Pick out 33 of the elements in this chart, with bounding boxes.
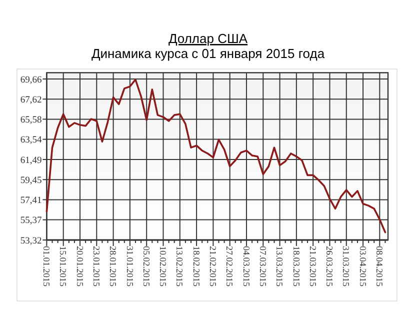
x-tick-label: 08.04.2015 — [374, 246, 385, 287]
x-tick-label: 13.03.2015 — [274, 246, 285, 287]
x-tick-label: 21.02.2015 — [208, 246, 218, 287]
line-series — [46, 78, 386, 234]
x-tick-label: 05.02.2015 — [141, 246, 152, 287]
x-tick-label: 04.03.2015 — [241, 246, 252, 287]
chart-title: Доллар США — [168, 31, 248, 46]
x-tick-label: 03.04.2015 — [358, 246, 368, 287]
x-tick-label: 28.01.2015 — [108, 246, 118, 287]
x-tick-label: 20.01.2015 — [74, 246, 85, 287]
y-tick-label: 61,49 — [20, 156, 42, 166]
y-tick-label: 55,37 — [20, 216, 42, 226]
x-tick-label: 26.03.2015 — [324, 246, 335, 287]
x-tick-label: 23.01.2015 — [91, 246, 102, 287]
y-tick-label: 67,62 — [20, 95, 42, 106]
x-tick-label: 31.01.2015 — [124, 246, 135, 287]
x-tick-label: 18.02.2015 — [191, 246, 202, 287]
x-tick-label: 31.03.2015 — [341, 246, 352, 287]
y-tick-label: 57,41 — [20, 196, 42, 206]
y-tick-label: 59,45 — [20, 176, 42, 186]
x-tick-label: 18.03.2015 — [291, 246, 302, 287]
x-tick-label: 07.03.2015 — [258, 246, 268, 287]
y-tick-label: 63,54 — [20, 136, 42, 146]
y-tick-label: 53,32 — [20, 236, 42, 246]
x-tick-label: 01.01.2015 — [42, 246, 52, 287]
x-tick-label: 21.03.2015 — [308, 246, 318, 287]
x-tick-label: 27.02.2015 — [224, 246, 235, 287]
chart-subtitle: Динамика курса с 01 января 2015 года — [91, 46, 326, 61]
x-tick-label: 10.02.2015 — [158, 246, 168, 287]
y-tick-label: 69,66 — [20, 75, 42, 86]
x-tick-label: 13.02.2015 — [174, 246, 185, 287]
y-tick-label: 65,58 — [20, 116, 42, 126]
x-tick-label: 15.01.2015 — [58, 246, 68, 287]
